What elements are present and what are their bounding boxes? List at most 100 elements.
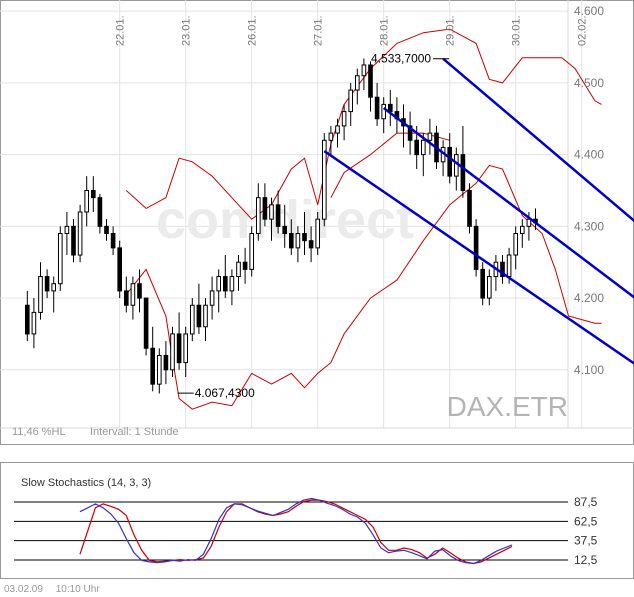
price-tick-label: 4.600 (574, 4, 604, 18)
candle-down (407, 125, 413, 141)
candle-down (500, 261, 505, 278)
candle-up (341, 111, 347, 127)
candle-down (368, 64, 373, 98)
bollinger-upper (125, 28, 602, 220)
price-tick-label: 4.400 (574, 148, 604, 162)
footer-time: 10:10 Uhr (55, 584, 100, 595)
date-tick-label: 28.01. (379, 15, 391, 46)
candle-up (295, 233, 301, 249)
candle-down (275, 204, 281, 227)
candle-down (123, 290, 129, 306)
date-tick-label: 29.01. (445, 15, 457, 46)
instrument-label: DAX.ETR (447, 391, 568, 422)
candle-up (321, 139, 327, 220)
stoch-tick-label: 12,5 (574, 553, 598, 567)
footer: 03.02.09 10:10 Uhr (4, 584, 110, 595)
date-tick-label: 23.01. (181, 15, 193, 46)
stoch-tick-label: 37,5 (574, 534, 598, 548)
hl-label: 11,46 %HL (12, 426, 66, 438)
candle-up (335, 125, 340, 134)
date-tick-label: 22.01. (115, 15, 127, 46)
candle-up (328, 132, 334, 141)
candle-down (150, 347, 156, 385)
candle-up (209, 290, 215, 306)
candle-up (51, 283, 57, 292)
candle-down (104, 225, 109, 235)
candle-down (196, 304, 202, 328)
candle-down (302, 233, 307, 242)
candle-up (130, 283, 136, 306)
candle-up (229, 276, 235, 292)
channel-upper-line (442, 57, 634, 223)
candle-down (480, 268, 486, 299)
price-axis: 4.100 4.200 4.300 4.400 4.500 4.600 (574, 4, 604, 377)
candle-down (288, 233, 294, 249)
trend-channel (323, 57, 634, 365)
stoch-tick-label: 87,5 (574, 495, 598, 509)
candle-up (203, 304, 208, 328)
interval-label: Intervall: 1 Stunde (90, 426, 179, 438)
candle-up (506, 254, 512, 278)
candle-up (57, 233, 63, 285)
date-tick-label: 30.01. (511, 15, 523, 46)
candle-down (137, 283, 142, 299)
candle-up (315, 218, 321, 249)
candle-up (77, 211, 83, 256)
candle-up (513, 233, 519, 256)
stochastics-lines (79, 497, 513, 565)
stochastics-grid: 12,5 37,5 62,5 87,5 (14, 495, 598, 567)
candle-down (414, 139, 420, 156)
candle-down (447, 146, 453, 177)
channel-lower-line (323, 150, 634, 365)
candle-down (44, 276, 50, 292)
candle-up (38, 276, 43, 313)
candle-down (282, 225, 288, 235)
candle-up (420, 139, 426, 156)
candle-down (24, 304, 30, 335)
price-tick-label: 4.500 (574, 76, 604, 90)
candle-up (216, 276, 222, 292)
candle-up (64, 225, 70, 235)
candle-up (427, 132, 433, 141)
candle-down (71, 225, 76, 256)
candle-up (381, 103, 387, 120)
bollinger-lower (125, 164, 602, 410)
candle-up (84, 189, 90, 213)
candle-down (176, 333, 182, 364)
candle-up (170, 333, 175, 371)
date-tick-label: 02.02. (577, 15, 589, 46)
candle-down (242, 261, 248, 270)
candle-down (143, 297, 149, 349)
candle-down (374, 96, 380, 120)
candle-up (361, 64, 367, 77)
footer-date: 03.02.09 (4, 584, 43, 595)
candle-up (354, 75, 360, 91)
candle-up (519, 225, 525, 235)
candle-up (236, 261, 241, 278)
candle-down (262, 197, 268, 220)
candle-up (486, 276, 492, 299)
candle-up (31, 311, 37, 335)
stoch-line-2 (79, 497, 513, 565)
candle-up (156, 354, 162, 385)
low-annotation: 4.067,4300 (195, 386, 255, 400)
candle-down (90, 189, 96, 199)
candle-down (110, 233, 116, 249)
candle-down (163, 354, 169, 371)
candle-down (473, 225, 479, 270)
price-tick-label: 4.300 (574, 219, 604, 233)
stochastics-panel: Slow Stochastics (14, 3, 3) 12,5 37,5 62,5… (0, 462, 634, 579)
price-tick-label: 4.100 (574, 363, 604, 377)
candle-up (189, 304, 195, 335)
date-axis: 22.01. 23.01. 26.01. 27.01. 28.01. 29.01. 30.0… (115, 15, 589, 46)
candle-down (467, 189, 472, 227)
candle-down (117, 247, 123, 292)
channel-middle-line (382, 107, 634, 299)
candle-down (97, 197, 103, 227)
candle-up (249, 233, 255, 270)
candle-down (308, 240, 314, 249)
candle-down (222, 276, 228, 292)
date-tick-label: 26.01. (247, 15, 259, 46)
stochastics-title: Slow Stochastics (14, 3, 3) (21, 477, 151, 489)
price-tick-label: 4.200 (574, 291, 604, 305)
